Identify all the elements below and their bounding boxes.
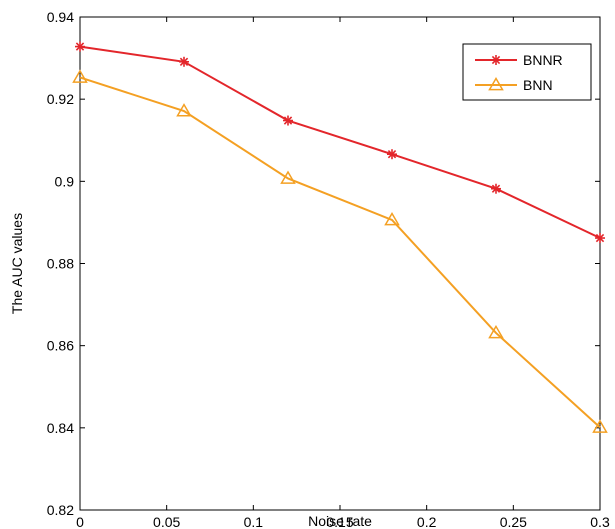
x-tick-label: 0 <box>76 514 84 529</box>
x-tick-label: 0.1 <box>244 514 264 529</box>
y-tick-label: 0.9 <box>55 173 75 189</box>
x-tick-label: 0.2 <box>417 514 437 529</box>
x-axis-label: Noise rate <box>308 513 372 529</box>
legend-box <box>462 43 592 101</box>
data-point-bnnr <box>387 149 397 160</box>
legend-label-bnn: BNN <box>523 77 553 93</box>
y-tick-label: 0.92 <box>47 91 74 107</box>
data-point-bnn <box>488 324 504 339</box>
legend-label-bnnr: BNNR <box>523 52 563 68</box>
y-axis-label: The AUC values <box>9 213 25 314</box>
x-tick-label: 0.25 <box>500 514 527 529</box>
y-tick-label: 0.84 <box>47 420 74 436</box>
data-point-bnn <box>280 170 296 184</box>
data-point-bnn <box>384 211 400 226</box>
data-point-bnn <box>176 103 192 117</box>
y-tick-label: 0.82 <box>47 502 74 518</box>
data-point-bnnr <box>179 56 189 67</box>
series-line-bnnr <box>79 45 601 239</box>
data-point-bnn <box>592 419 608 433</box>
legend-marker-bnn <box>488 77 504 91</box>
legend: BNNR BNN <box>462 43 592 101</box>
data-point-bnnr <box>283 115 293 126</box>
x-tick-label: 0.05 <box>153 514 180 529</box>
series-group <box>72 41 608 433</box>
y-tick-label: 0.88 <box>47 256 74 272</box>
axis-ticks: 0 0.05 0.1 0.15 0.2 0.25 0.3 0.82 0.84 0.86 0.88 0.… <box>47 9 610 529</box>
data-point-bnn <box>72 69 88 83</box>
y-tick-label: 0.86 <box>47 338 74 354</box>
y-tick-label: 0.94 <box>47 9 74 25</box>
data-point-bnnr <box>75 41 85 52</box>
x-tick-label: 0.15 <box>326 514 353 529</box>
data-point-bnnr <box>595 233 605 244</box>
x-tick-label: 0.3 <box>590 514 610 529</box>
series-line-bnn <box>79 76 601 429</box>
data-point-bnnr <box>491 183 501 194</box>
legend-marker-bnnr <box>491 55 501 65</box>
